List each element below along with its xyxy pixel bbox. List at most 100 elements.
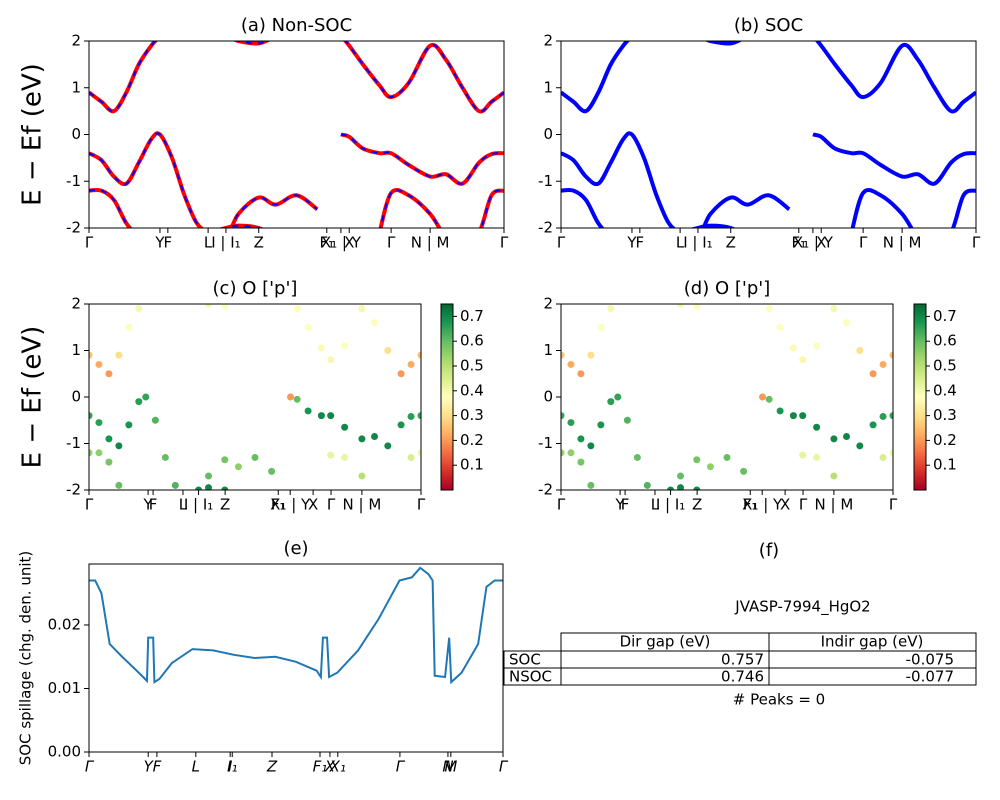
panel-title: (b) SOC <box>734 15 803 36</box>
x-tick-label: I <box>228 758 233 776</box>
band-point <box>172 287 179 294</box>
x-tick-label: L <box>651 496 660 514</box>
y-tick-label: 2 <box>71 295 81 313</box>
axes-frame <box>560 303 894 491</box>
panel-title: (f) <box>759 540 779 561</box>
x-tick-label: Z <box>254 234 264 252</box>
row-label: NSOC <box>509 668 552 686</box>
x-tick-label: X₁ | Y <box>742 496 783 514</box>
x-tick-label: Z <box>220 496 230 514</box>
x-tick-label: I | I₁ <box>184 496 213 514</box>
band-point <box>358 305 366 313</box>
x-tick-label: Γ <box>499 758 509 776</box>
band-line <box>89 187 133 228</box>
x-tick-label: Y <box>626 234 637 252</box>
band-point <box>856 442 864 450</box>
band-point <box>293 395 301 403</box>
band-point <box>89 351 93 359</box>
band-point <box>693 486 701 490</box>
axes-frame <box>560 40 977 229</box>
band-point <box>221 486 229 490</box>
plot-area <box>89 41 504 228</box>
band-point <box>171 481 179 489</box>
table-cell: 0.757 <box>721 651 764 669</box>
band-point <box>417 412 421 420</box>
band-point <box>614 393 622 401</box>
panel-title: (e) <box>283 538 308 559</box>
colorbar-tick-label: 0.4 <box>460 381 484 399</box>
band-point <box>195 486 203 490</box>
band-point <box>577 370 585 378</box>
band-point <box>624 287 631 294</box>
x-tick-label: X <box>816 234 826 252</box>
x-tick-label: X₁ | Y <box>270 496 311 514</box>
band-point <box>205 304 213 308</box>
x-tick-label: N | M <box>815 496 854 514</box>
colorbar-tick-label: 0.7 <box>933 307 957 325</box>
band-point <box>879 413 887 421</box>
band-point <box>318 491 325 498</box>
band-point <box>205 484 213 490</box>
x-tick-label: F <box>621 496 630 514</box>
band-point <box>765 305 773 313</box>
y-tick-label: -2 <box>538 219 553 237</box>
band-point <box>151 416 159 424</box>
band-point <box>567 360 575 368</box>
band-point <box>89 449 93 457</box>
x-tick-label: F₁ <box>271 496 286 514</box>
band-point <box>813 453 821 461</box>
x-tick-label: F₁ <box>791 234 806 252</box>
y-axis-label: E − Ef (eV) <box>18 326 48 469</box>
band-point <box>623 416 631 424</box>
x-tick-label: F <box>153 758 162 776</box>
band-point <box>341 453 349 461</box>
table-header: Dir gap (eV) <box>620 633 711 651</box>
band-point <box>358 472 366 480</box>
band-point <box>407 453 415 461</box>
x-tick-label: Γ <box>85 758 95 776</box>
band-point <box>304 407 312 415</box>
band-point <box>397 421 405 429</box>
band-point <box>95 360 103 368</box>
band-point <box>597 496 604 503</box>
band-point <box>607 305 615 313</box>
x-tick-label: I | I₁ <box>211 234 240 252</box>
y-tick-label: 0 <box>543 125 553 143</box>
x-tick-label: I | I₁ <box>683 234 712 252</box>
x-tick-label: X₁ <box>329 758 346 776</box>
band-point <box>830 472 838 480</box>
axes-frame <box>88 563 504 753</box>
band-point <box>776 407 784 415</box>
x-tick-label: F <box>164 234 173 252</box>
x-tick-label: X <box>780 496 790 514</box>
band-point <box>799 356 807 364</box>
y-tick-label: 1 <box>543 78 553 96</box>
band-point <box>789 412 797 420</box>
y-tick-label: 0 <box>71 125 81 143</box>
y-tick-label: 0 <box>71 388 81 406</box>
band-point <box>89 412 93 420</box>
band-point <box>587 442 595 450</box>
x-tick-label: N | M <box>343 496 382 514</box>
x-tick-label: Y <box>144 758 155 776</box>
x-tick-label: L <box>676 234 685 252</box>
band-point <box>397 370 405 378</box>
band-point <box>561 449 565 457</box>
band-point <box>234 463 242 471</box>
x-tick-label: Γ <box>327 496 336 514</box>
band-point <box>765 395 773 403</box>
band-point <box>105 458 113 466</box>
y-tick-label: 1 <box>543 341 553 359</box>
x-tick-label: F₁ <box>319 234 334 252</box>
band-point <box>654 296 661 303</box>
band-line <box>340 132 504 186</box>
band-point <box>577 435 585 443</box>
band-point <box>115 351 123 359</box>
x-tick-label: L <box>179 496 188 514</box>
colorbar-tick-label: 0.1 <box>933 456 957 474</box>
axes-frame <box>88 40 505 229</box>
x-tick-label: Γ <box>799 496 808 514</box>
y-axis-label: SOC spillage (chg. den. unit) <box>17 551 35 766</box>
x-tick-label: F₁ <box>743 496 758 514</box>
y-tick-label: 0 <box>543 388 553 406</box>
